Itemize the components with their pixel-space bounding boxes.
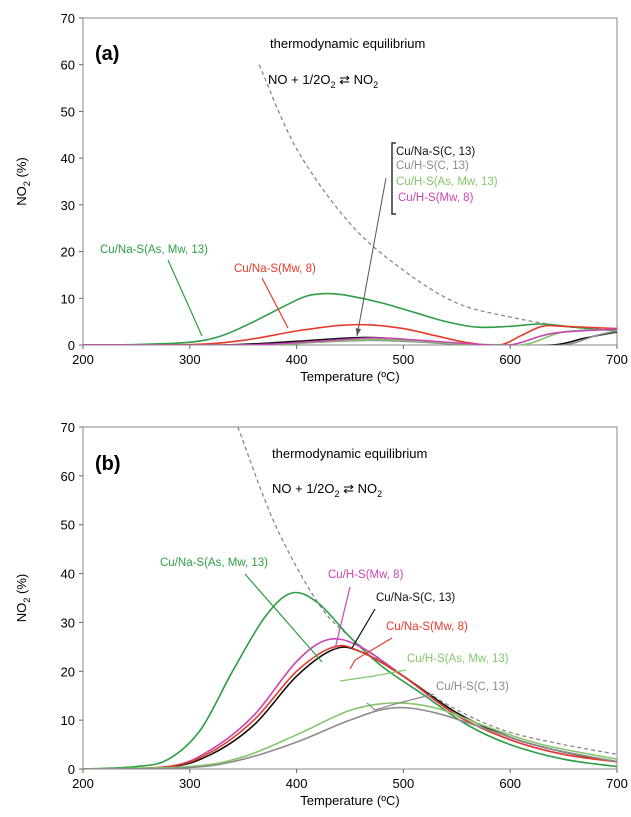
- y-tick-label: 10: [61, 291, 75, 306]
- x-tick-label: 600: [499, 352, 521, 367]
- y-tick-label: 0: [68, 338, 75, 353]
- label-bracket: [391, 142, 396, 215]
- y-axis-label: NO2 (%): [14, 574, 32, 623]
- leader-line: [244, 573, 323, 663]
- series-label: Cu/H-S(As, Mw, 13): [396, 176, 498, 188]
- equilibrium-title: thermodynamic equilibrium: [272, 446, 427, 461]
- series-label: Cu/Na-S(As, Mw, 13): [100, 244, 208, 256]
- series-label: Cu/H-S(Mw, 8): [398, 192, 474, 204]
- series-label: Cu/Na-S(C, 13): [376, 592, 455, 604]
- panel-b: 200 300 400 500 600 700 0 10 20 30 40 50 60 70 Tempera…: [14, 420, 628, 808]
- x-tick-label: 600: [499, 776, 521, 791]
- equilibrium-curve: [258, 64, 617, 332]
- equilibrium-equation: NO + 1/2O2 ⇄ NO2: [272, 481, 382, 499]
- series-line: [83, 328, 617, 345]
- y-tick-label: 30: [61, 615, 75, 630]
- equilibrium-title: thermodynamic equilibrium: [270, 36, 425, 51]
- series-line: [83, 702, 617, 769]
- y-tick-label: 40: [61, 567, 75, 582]
- x-tick-label: 500: [393, 776, 415, 791]
- y-tick-label: 20: [61, 245, 75, 260]
- x-tick-label: 700: [606, 352, 628, 367]
- y-tick-label: 0: [68, 762, 75, 777]
- series-label: Cu/Na-S(Mw, 8): [386, 621, 468, 633]
- equilibrium-equation: NO + 1/2O2 ⇄ NO2: [268, 72, 378, 90]
- series-line: [83, 706, 617, 769]
- leader-line: [334, 586, 351, 650]
- y-tick-label: 10: [61, 713, 75, 728]
- series-label: Cu/H-S(C, 13): [436, 681, 509, 693]
- panel-a: 200 300 400 500 600 700 0 10 20 30 40 50 60 70 Tempera…: [14, 11, 628, 384]
- plot-frame: [82, 17, 618, 346]
- panel-label: (b): [95, 453, 121, 475]
- leader-line: [339, 669, 407, 682]
- y-tick-label: 50: [61, 104, 75, 119]
- series-label: Cu/Na-S(Mw, 8): [234, 263, 316, 275]
- y-axis-label: NO2 (%): [14, 157, 32, 206]
- leader-line: [349, 637, 393, 670]
- series-line: [83, 644, 617, 769]
- x-tick-label: 500: [393, 352, 415, 367]
- series-label: Cu/H-S(Mw, 8): [328, 569, 404, 581]
- y-tick-label: 40: [61, 151, 75, 166]
- y-axis-label-text: NO2 (%): [14, 574, 32, 623]
- x-tick-label: 300: [179, 352, 201, 367]
- series-label: Cu/H-S(C, 13): [396, 160, 469, 172]
- plot-area: [83, 64, 617, 345]
- y-tick-label: 50: [61, 518, 75, 533]
- y-tick-label: 30: [61, 198, 75, 213]
- y-tick-label: 20: [61, 664, 75, 679]
- series-line: [83, 328, 617, 345]
- x-tick-label: 400: [286, 352, 308, 367]
- y-tick-label: 60: [61, 469, 75, 484]
- y-axis-label-text: NO2 (%): [14, 157, 32, 206]
- series-line: [83, 646, 617, 769]
- y-tick-label: 60: [61, 58, 75, 73]
- x-tick-label: 300: [179, 776, 201, 791]
- leader-line: [366, 693, 435, 711]
- series-label: Cu/Na-S(As, Mw, 13): [160, 557, 268, 569]
- series-line: [83, 292, 617, 345]
- arrow-head: [355, 328, 362, 336]
- x-axis-label: Temperature (ºC): [300, 369, 399, 384]
- series-label: Cu/H-S(As, Mw, 13): [407, 653, 509, 665]
- y-tick-label: 70: [61, 11, 75, 26]
- leader-line: [351, 608, 376, 649]
- x-tick-label: 700: [606, 776, 628, 791]
- series-label: Cu/Na-S(C, 13): [396, 146, 475, 158]
- x-tick-label: 400: [286, 776, 308, 791]
- equilibrium-curve: [237, 427, 617, 755]
- plot-area: [83, 427, 617, 769]
- leader-line: [167, 259, 203, 337]
- x-axis-label: Temperature (ºC): [300, 793, 399, 808]
- y-tick-label: 70: [61, 420, 75, 435]
- leader-line: [261, 277, 289, 329]
- x-tick-label: 200: [72, 776, 94, 791]
- panel-label: (a): [95, 43, 119, 65]
- series-line: [83, 323, 617, 345]
- series-line: [83, 591, 617, 769]
- pointer-arrow: [356, 177, 387, 337]
- x-tick-label: 200: [72, 352, 94, 367]
- plot-frame: [82, 426, 618, 770]
- series-line: [83, 637, 617, 769]
